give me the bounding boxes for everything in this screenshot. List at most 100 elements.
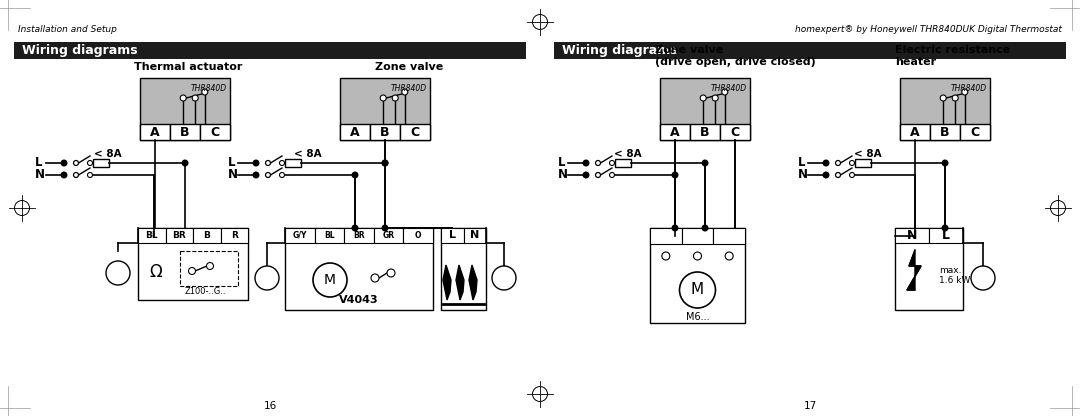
Text: N: N (470, 230, 480, 240)
Bar (400, 124, 430, 140)
Circle shape (253, 160, 259, 166)
Bar (93, 159, 109, 167)
Text: R: R (231, 231, 238, 240)
Circle shape (702, 225, 707, 231)
Bar (340, 78, 430, 140)
Text: B: B (700, 126, 710, 139)
Bar (140, 124, 170, 140)
Circle shape (73, 161, 79, 166)
Text: M: M (691, 282, 704, 297)
Circle shape (725, 252, 733, 260)
Circle shape (266, 161, 270, 166)
Circle shape (702, 160, 707, 166)
Bar (180, 251, 238, 286)
Text: C: C (730, 126, 740, 139)
Bar (370, 124, 400, 140)
Text: L: L (449, 230, 456, 240)
Text: L: L (942, 229, 950, 242)
Bar (138, 228, 165, 243)
Circle shape (850, 173, 854, 178)
Bar (900, 78, 990, 140)
Circle shape (352, 225, 357, 231)
Circle shape (382, 225, 388, 231)
Text: BL: BL (146, 231, 158, 240)
Bar (441, 228, 486, 310)
Circle shape (180, 95, 186, 101)
Circle shape (313, 263, 347, 297)
Circle shape (836, 161, 840, 166)
Text: V4043: V4043 (339, 295, 379, 305)
Circle shape (836, 173, 840, 178)
Text: THR840D: THR840D (950, 84, 987, 93)
Circle shape (662, 252, 670, 260)
Circle shape (850, 161, 854, 166)
Polygon shape (469, 265, 477, 300)
Circle shape (953, 95, 958, 101)
Circle shape (942, 160, 948, 166)
Circle shape (280, 161, 284, 166)
Text: BR: BR (353, 231, 365, 240)
Text: homexpert® by Honeywell THR840DUK Digital Thermostat: homexpert® by Honeywell THR840DUK Digita… (795, 25, 1062, 35)
Circle shape (672, 172, 678, 178)
Text: A: A (671, 126, 679, 139)
Circle shape (14, 201, 29, 215)
Text: < 8A: < 8A (294, 149, 322, 159)
Bar (929, 228, 963, 243)
Bar (340, 124, 370, 140)
Text: 17: 17 (804, 401, 816, 411)
Circle shape (402, 89, 408, 95)
Circle shape (62, 160, 67, 166)
Text: M: M (324, 273, 336, 287)
Circle shape (73, 173, 79, 178)
Bar (170, 124, 200, 140)
Text: O: O (415, 231, 421, 240)
Polygon shape (907, 250, 921, 290)
Text: Ω: Ω (150, 263, 162, 281)
Circle shape (609, 173, 615, 178)
Circle shape (62, 172, 67, 178)
Text: < 8A: < 8A (615, 149, 642, 159)
Bar (900, 124, 930, 140)
Bar (660, 78, 750, 140)
Text: C: C (410, 126, 419, 139)
Text: N: N (228, 168, 238, 181)
Bar (855, 159, 870, 167)
Text: L: L (558, 156, 566, 169)
Text: B: B (203, 231, 211, 240)
Text: Installation and Setup: Installation and Setup (18, 25, 117, 35)
Circle shape (679, 272, 715, 308)
Bar (650, 228, 745, 323)
Bar (285, 228, 433, 310)
Circle shape (382, 160, 388, 166)
Text: max.
1.6 kW: max. 1.6 kW (939, 266, 970, 285)
Bar (615, 159, 631, 167)
Bar (404, 228, 433, 243)
Circle shape (206, 262, 214, 270)
Circle shape (962, 89, 968, 95)
Bar (554, 42, 1066, 59)
Text: B: B (380, 126, 390, 139)
Text: N: N (798, 168, 808, 181)
Bar (895, 228, 929, 243)
Text: C: C (971, 126, 980, 139)
Text: Zone valve: Zone valve (375, 62, 443, 72)
Text: BR: BR (173, 231, 186, 240)
Text: A: A (350, 126, 360, 139)
Circle shape (192, 95, 199, 101)
Text: THR840D: THR840D (711, 84, 747, 93)
Polygon shape (456, 265, 464, 300)
Polygon shape (443, 265, 451, 300)
Bar (285, 228, 314, 243)
Circle shape (255, 266, 279, 290)
Text: N: N (558, 168, 568, 181)
Text: Electric resistance
heater: Electric resistance heater (895, 45, 1010, 67)
Bar (463, 228, 486, 243)
Text: GR: GR (382, 231, 394, 240)
Circle shape (183, 160, 188, 166)
Circle shape (280, 173, 284, 178)
Circle shape (700, 95, 706, 101)
Bar (441, 228, 463, 243)
Circle shape (532, 15, 548, 30)
Bar (200, 124, 230, 140)
Text: N: N (35, 168, 45, 181)
